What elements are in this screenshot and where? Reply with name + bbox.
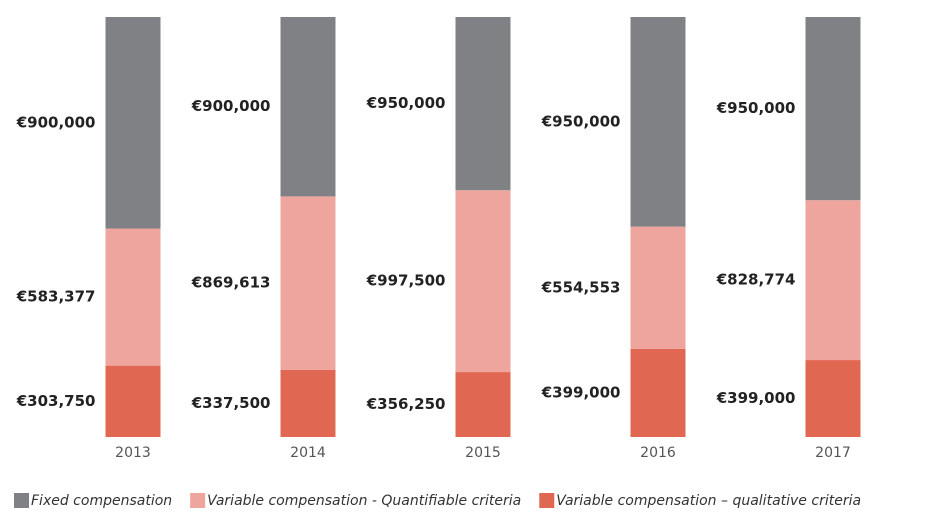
value-label: €950,000 <box>366 94 446 112</box>
legend-label: Variable compensation - Quantifiable cri… <box>207 493 521 509</box>
value-label: €583,377 <box>16 288 96 306</box>
value-label: €303,750 <box>16 392 96 410</box>
bar-segment <box>630 348 686 437</box>
legend-label: Variable compensation – qualitative crit… <box>556 493 861 509</box>
value-label: €900,000 <box>16 113 96 131</box>
x-tick-label: 2017 <box>815 445 851 461</box>
x-tick-label: 2016 <box>640 445 676 461</box>
legend-swatch <box>14 493 29 508</box>
value-label: €900,000 <box>191 97 271 115</box>
x-tick-label: 2014 <box>290 445 326 461</box>
x-tick-label: 2013 <box>115 445 151 461</box>
x-tick-label: 2015 <box>465 445 501 461</box>
value-label: €950,000 <box>716 99 796 117</box>
value-label: €399,000 <box>541 383 621 401</box>
legend-label: Fixed compensation <box>31 493 172 509</box>
bar-segment <box>105 17 161 229</box>
bar-segment <box>805 360 861 437</box>
value-label: €950,000 <box>541 112 621 130</box>
bar-segment <box>280 196 336 370</box>
value-label: €869,613 <box>191 274 271 292</box>
bar-segment <box>105 228 161 366</box>
value-label: €554,553 <box>541 278 621 296</box>
bar-segment <box>455 17 511 191</box>
bar-segment <box>455 190 511 373</box>
bar-segment <box>105 365 161 437</box>
legend-swatch <box>190 493 206 508</box>
value-label: €997,500 <box>366 272 446 290</box>
value-label: €337,500 <box>191 394 271 412</box>
bar-segment <box>455 372 511 437</box>
bar-segment <box>630 17 686 227</box>
bar-segment <box>280 369 336 437</box>
value-label: €828,774 <box>716 271 796 289</box>
value-label: €356,250 <box>366 395 446 413</box>
bar-segment <box>805 200 861 361</box>
legend-swatch <box>539 493 555 508</box>
bar-segment <box>805 17 861 201</box>
bar-segment <box>630 226 686 349</box>
bar-segment <box>280 17 336 197</box>
value-label: €399,000 <box>716 389 796 407</box>
